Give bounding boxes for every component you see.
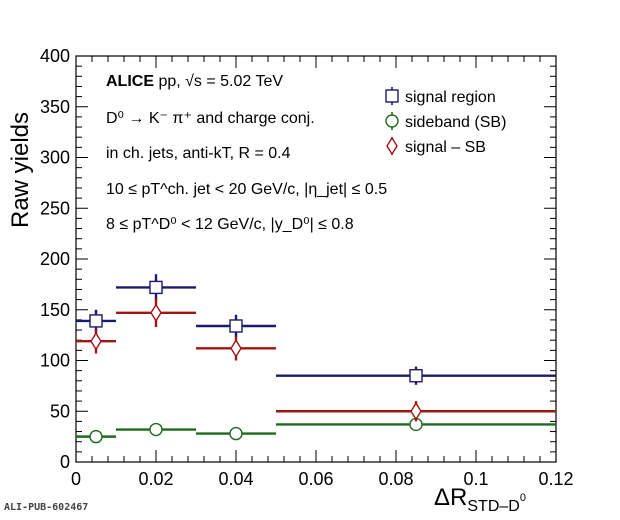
y-tick-label: 350 [40, 97, 70, 117]
x-tick-label: 0.02 [138, 469, 173, 489]
annotation-line-5: 8 ≤ pT^D⁰ < 12 GeV/c, |y_D⁰| ≤ 0.8 [106, 216, 354, 233]
y-tick-label: 50 [50, 401, 70, 421]
data-point-marker [409, 369, 423, 383]
series-2 [76, 298, 556, 422]
y-axis-title: Raw yields [7, 112, 34, 228]
series-0 [76, 274, 556, 385]
y-tick-label: 250 [40, 198, 70, 218]
y-tick-label: 300 [40, 148, 70, 168]
x-axis-title-main: ΔR [434, 484, 467, 511]
collision-info: pp, √s = 5.02 TeV [154, 73, 283, 90]
ticks-layer: 0 0.02 0.04 0.06 0.08 0.1 0.12 0 50 100 150 200 250 3… [40, 46, 574, 489]
data-point-marker [229, 426, 243, 441]
y-tick-label: 400 [40, 46, 70, 66]
legend-marker [385, 114, 399, 128]
data-point-marker [149, 280, 163, 295]
annotation-line-1: ALICE pp, √s = 5.02 TeV [106, 73, 283, 90]
y-tick-label: 100 [40, 351, 70, 371]
legend-marker [386, 136, 398, 156]
data-point-marker [90, 331, 102, 351]
legend-label: signal region [405, 89, 496, 106]
data-point-marker [230, 338, 242, 358]
data-point-marker [89, 429, 103, 444]
annotation-line-3: in ch. jets, anti-kT, R = 0.4 [106, 145, 291, 162]
x-tick-label: 0.12 [538, 469, 573, 489]
experiment-name: ALICE [106, 73, 154, 90]
x-tick-label: 0.04 [218, 469, 253, 489]
y-tick-label: 0 [60, 452, 70, 472]
y-tick-label: 150 [40, 300, 70, 320]
data-point-marker [89, 314, 103, 328]
annotation-line-4: 10 ≤ pT^ch. jet < 20 GeV/c, |η_jet| ≤ 0.… [106, 181, 387, 198]
x-axis-title: ΔRSTD–D0 [434, 484, 526, 515]
legend-label: signal – SB [405, 139, 486, 156]
x-axis-title-sub: STD–D [467, 498, 519, 515]
x-tick-label: 0.1 [463, 469, 488, 489]
data-point-marker [150, 303, 162, 323]
x-axis-title-sup: 0 [520, 492, 526, 504]
legend: signal region sideband (SB) signal – SB [385, 87, 506, 156]
annotation-line-2: D⁰ → K⁻ π⁺ and charge conj. [106, 110, 315, 127]
series-layer [76, 274, 556, 444]
data-point-marker [229, 319, 243, 333]
series-1 [76, 417, 556, 444]
publication-id: ALI-PUB-602467 [4, 502, 89, 513]
data-point-marker [149, 422, 163, 437]
legend-marker [385, 89, 399, 103]
data-point-marker [410, 401, 422, 421]
x-tick-label: 0 [71, 469, 81, 489]
y-tick-label: 200 [40, 249, 70, 269]
x-tick-label: 0.06 [298, 469, 333, 489]
legend-label: sideband (SB) [405, 114, 506, 131]
x-tick-label: 0.08 [378, 469, 413, 489]
